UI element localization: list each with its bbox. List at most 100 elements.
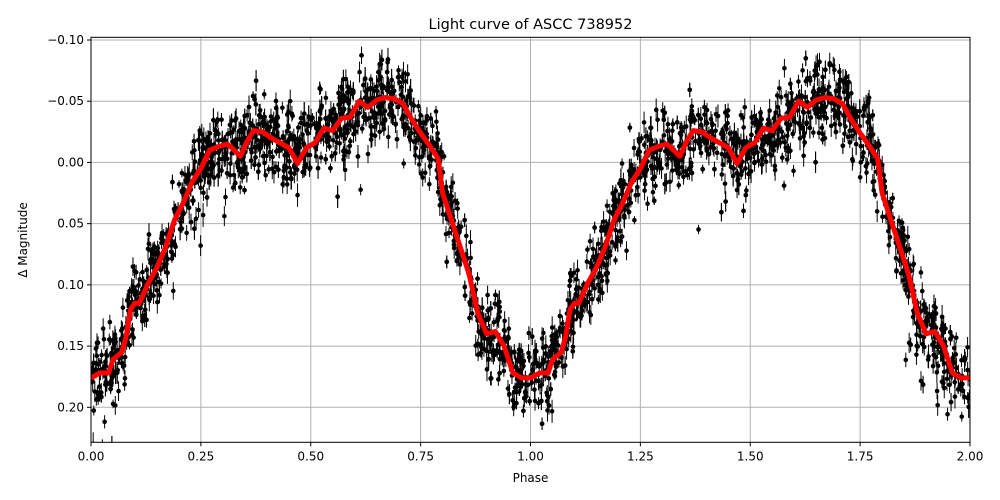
marker bbox=[116, 388, 121, 394]
marker bbox=[386, 134, 391, 140]
data-point bbox=[223, 188, 228, 206]
marker bbox=[845, 134, 851, 140]
data-point bbox=[670, 159, 675, 182]
marker bbox=[336, 90, 341, 96]
data-point bbox=[261, 89, 267, 100]
data-point bbox=[567, 274, 572, 298]
data-point bbox=[377, 124, 383, 140]
data-point bbox=[893, 253, 899, 263]
marker bbox=[670, 168, 675, 173]
data-point bbox=[719, 144, 725, 164]
marker bbox=[113, 403, 118, 408]
marker bbox=[295, 192, 300, 198]
data-point bbox=[584, 254, 590, 270]
marker bbox=[318, 155, 324, 160]
marker bbox=[914, 352, 919, 357]
marker bbox=[405, 71, 410, 77]
marker bbox=[720, 162, 726, 168]
marker bbox=[847, 128, 852, 134]
marker bbox=[934, 388, 940, 394]
marker bbox=[396, 68, 401, 73]
marker bbox=[719, 151, 725, 157]
data-point bbox=[941, 362, 947, 381]
data-point bbox=[934, 382, 940, 400]
marker bbox=[264, 153, 269, 159]
marker bbox=[778, 94, 784, 100]
marker bbox=[667, 179, 673, 185]
marker bbox=[568, 328, 574, 334]
marker bbox=[455, 206, 460, 211]
data-point bbox=[906, 288, 911, 305]
marker bbox=[867, 115, 872, 121]
marker bbox=[223, 194, 228, 200]
marker bbox=[300, 132, 305, 137]
data-point bbox=[796, 74, 801, 89]
data-points bbox=[91, 46, 970, 442]
data-point bbox=[107, 314, 113, 330]
data-point bbox=[140, 263, 145, 281]
marker bbox=[941, 369, 947, 375]
data-point bbox=[874, 200, 880, 223]
marker bbox=[874, 209, 880, 214]
marker bbox=[427, 181, 432, 187]
marker bbox=[485, 292, 490, 298]
marker bbox=[613, 227, 618, 233]
marker bbox=[216, 138, 222, 143]
data-point bbox=[722, 173, 728, 195]
data-point bbox=[696, 224, 701, 235]
marker bbox=[587, 238, 593, 244]
data-point bbox=[919, 282, 925, 300]
marker bbox=[549, 409, 555, 414]
marker bbox=[176, 181, 182, 187]
data-point bbox=[427, 177, 432, 191]
marker bbox=[659, 166, 664, 171]
marker bbox=[342, 167, 348, 173]
data-point bbox=[847, 124, 852, 138]
marker bbox=[437, 202, 443, 208]
marker bbox=[864, 170, 869, 175]
data-point bbox=[967, 389, 970, 401]
marker bbox=[230, 185, 236, 190]
marker bbox=[468, 239, 473, 245]
marker bbox=[815, 62, 820, 68]
marker bbox=[926, 354, 931, 359]
data-point bbox=[287, 89, 293, 113]
marker bbox=[729, 136, 734, 141]
data-point bbox=[198, 181, 204, 195]
marker bbox=[693, 138, 698, 144]
data-point bbox=[264, 149, 269, 163]
marker bbox=[903, 357, 909, 363]
marker bbox=[401, 161, 407, 166]
marker bbox=[501, 327, 507, 333]
data-point bbox=[549, 399, 555, 423]
marker bbox=[967, 392, 970, 398]
data-point bbox=[400, 72, 405, 83]
marker bbox=[744, 188, 749, 193]
marker bbox=[601, 219, 606, 224]
data-point bbox=[945, 407, 950, 421]
data-point bbox=[816, 126, 822, 140]
data-point bbox=[222, 206, 227, 227]
data-point bbox=[667, 171, 673, 193]
marker bbox=[661, 132, 667, 138]
marker bbox=[719, 172, 725, 177]
data-point bbox=[596, 294, 601, 305]
marker bbox=[595, 282, 601, 288]
marker bbox=[457, 262, 463, 267]
data-point bbox=[632, 216, 637, 225]
data-point bbox=[116, 381, 121, 402]
marker bbox=[905, 234, 911, 240]
marker bbox=[198, 185, 204, 191]
marker bbox=[287, 98, 293, 104]
data-point bbox=[905, 225, 911, 248]
data-point bbox=[122, 346, 128, 368]
data-point bbox=[262, 151, 267, 175]
data-point bbox=[330, 132, 336, 148]
data-point bbox=[91, 405, 97, 416]
data-point bbox=[485, 285, 490, 305]
marker bbox=[120, 305, 126, 310]
marker bbox=[464, 233, 469, 239]
marker bbox=[837, 69, 842, 75]
marker bbox=[691, 147, 696, 152]
marker bbox=[247, 120, 252, 125]
